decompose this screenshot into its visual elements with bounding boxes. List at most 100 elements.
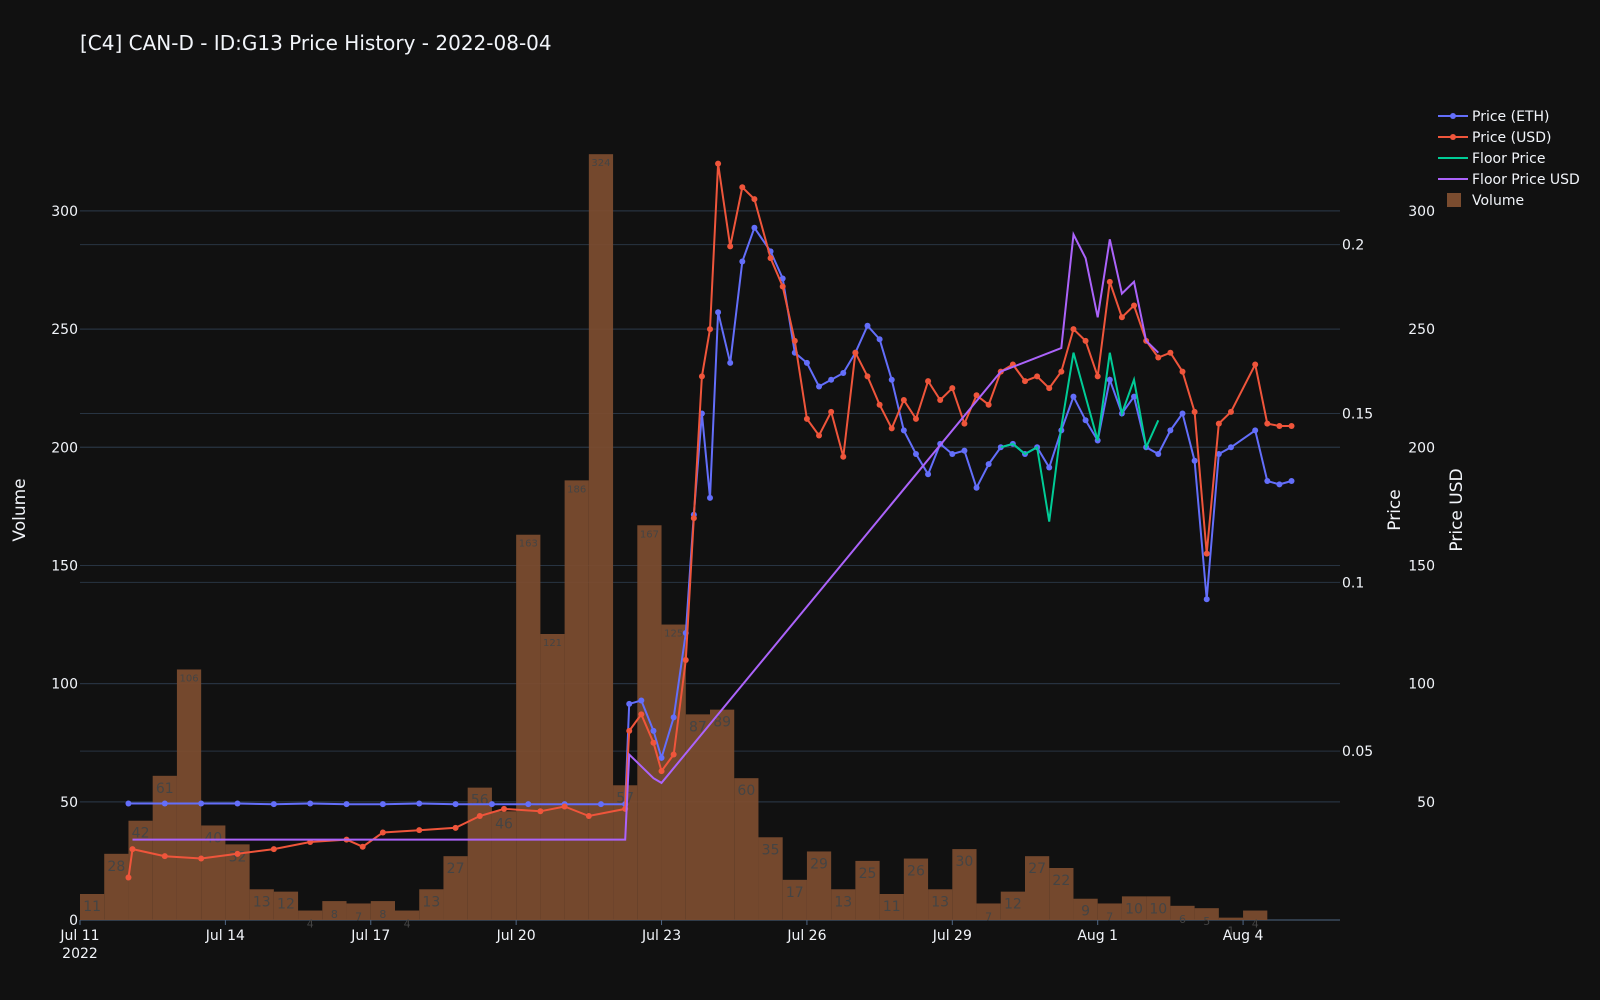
tick-label-price-usd: 100 (1408, 677, 1435, 693)
volume-bar (782, 879, 807, 920)
series-point-price-eth (1167, 427, 1174, 434)
volume-bar (540, 634, 565, 920)
volume-bar-label: 106 (179, 673, 198, 684)
volume-bar (322, 901, 347, 920)
series-point-price-eth (525, 801, 532, 808)
series-point-price-eth (626, 700, 633, 707)
volume-bar-label: 121 (543, 638, 562, 649)
series-point-price-eth (1131, 393, 1138, 400)
volume-bar (346, 903, 371, 920)
volume-bar-label: 35 (762, 842, 780, 858)
legend-item-price-usd[interactable]: Price (USD) (1438, 130, 1551, 146)
y-axis-title-volume: Volume (10, 478, 30, 541)
series-point-price-eth (985, 461, 992, 468)
volume-bar-label: 17 (786, 885, 804, 901)
series-point-price-usd (900, 397, 907, 403)
volume-bar (176, 669, 202, 920)
volume-bar (855, 860, 880, 920)
volume-bar-label: 26 (907, 864, 925, 880)
series-point-price-usd (840, 453, 847, 460)
volume-bar-label: 46 (495, 816, 513, 832)
x-tick-label: Jul 11 (59, 928, 99, 944)
series-point-price-usd (888, 425, 895, 432)
volume-bar (1073, 898, 1098, 920)
volume-bar-label: 22 (1052, 873, 1070, 889)
volume-bar (710, 709, 735, 920)
series-point-price-usd (1022, 378, 1028, 385)
series-point-price-usd (937, 397, 944, 403)
series-point-price-usd (537, 808, 544, 815)
series-point-price-eth (307, 800, 314, 807)
volume-bar-label: 7 (985, 910, 992, 923)
x-tick-label: Jul 26 (786, 928, 826, 944)
series-point-price-usd (1046, 385, 1053, 392)
series-point-price-usd (727, 243, 734, 250)
volume-bar (952, 849, 977, 920)
volume-bar-label: 27 (447, 861, 465, 877)
series-point-price-eth (864, 322, 871, 329)
legend-item-price-eth[interactable]: Price (ETH) (1438, 109, 1549, 125)
volume-bar-label: 7 (1106, 910, 1113, 923)
series-point-price-eth (597, 801, 604, 808)
series-point-price-usd (626, 727, 633, 734)
tick-label-volume: 100 (51, 677, 78, 693)
volume-bar (201, 825, 226, 920)
series-point-price-eth (1227, 444, 1234, 451)
volume-bar-label: 28 (107, 859, 125, 875)
series-point-price-eth (1046, 464, 1053, 471)
series-point-price-usd (198, 855, 205, 862)
series-point-price-usd (715, 160, 722, 167)
volume-bar (903, 858, 929, 920)
volume-bar (976, 903, 1001, 920)
series-point-price-usd (270, 846, 277, 853)
x-tick-label: Jul 29 (932, 928, 972, 944)
volume-bar-label: 163 (519, 539, 538, 550)
series-point-price-eth (803, 359, 810, 366)
series-point-price-usd (1070, 326, 1077, 333)
legend-label: Floor Price USD (1472, 172, 1580, 188)
legend-swatch (1447, 193, 1461, 207)
series-point-price-eth (973, 484, 980, 491)
series-point-price-eth (1070, 393, 1077, 400)
legend-item-floor-price-usd[interactable]: Floor Price USD (1438, 172, 1580, 188)
tick-label-volume: 250 (51, 322, 78, 338)
series-point-price-usd (416, 827, 423, 834)
series-point-price-usd (561, 803, 568, 810)
tick-label-volume: 150 (51, 558, 78, 574)
volume-bar (564, 480, 589, 920)
legend-marker (1450, 134, 1456, 140)
series-point-price-eth (1264, 478, 1271, 485)
series-point-price-eth (779, 275, 786, 282)
series-point-price-usd (650, 739, 657, 746)
tick-label-price-usd: 250 (1408, 322, 1435, 338)
x-tick-sublabel: 2022 (62, 946, 98, 962)
series-point-price-usd (739, 184, 746, 191)
series-point-price-eth (715, 309, 722, 316)
volume-bar-label: 13 (834, 894, 852, 910)
volume-bar (273, 891, 299, 920)
volume-bar-label: 56 (471, 793, 489, 809)
tick-label-price: 0.1 (1342, 575, 1364, 591)
volume-bar (370, 901, 395, 920)
series-point-price-eth (488, 801, 495, 808)
tick-label-price: 0.05 (1342, 744, 1373, 760)
series-point-price-usd (234, 850, 241, 857)
series-point-price-eth (997, 444, 1004, 451)
series-point-price-usd (125, 874, 132, 881)
volume-bar (152, 775, 177, 920)
x-tick-label: Aug 1 (1077, 928, 1118, 944)
series-point-price-usd (828, 408, 835, 415)
legend-item-floor-price[interactable]: Floor Price (1438, 151, 1545, 167)
volume-bar-label: 4 (404, 918, 411, 931)
volume-bar (298, 910, 323, 920)
series-point-price-eth (1082, 417, 1089, 424)
legend[interactable]: Price (ETH) Price (USD) Floor Price Floor P… (1438, 109, 1580, 209)
volume-bar (419, 889, 444, 920)
series-point-price-usd (501, 805, 508, 812)
volume-bar-label: 13 (253, 894, 271, 910)
y-axis-title-price: Price (1385, 489, 1405, 530)
legend-item-volume[interactable]: Volume (1447, 193, 1524, 209)
series-point-price-eth (198, 800, 205, 807)
volume-bar-label: 12 (277, 897, 295, 913)
